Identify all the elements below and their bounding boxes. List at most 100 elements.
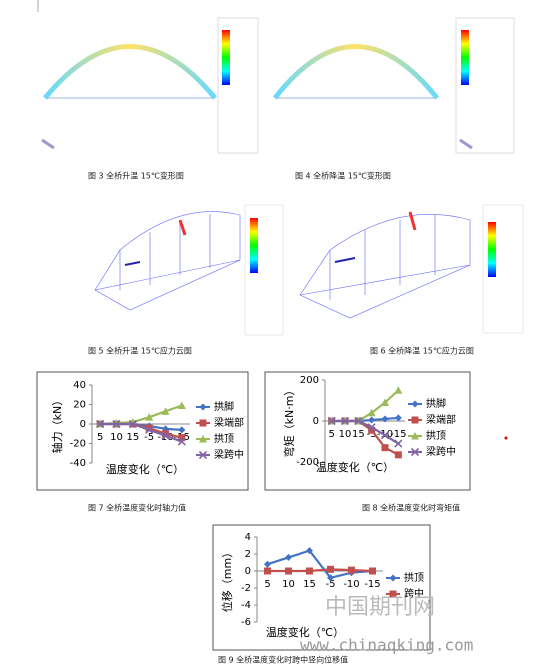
marker	[178, 426, 186, 434]
x-axis-title: 温度变化（℃）	[266, 625, 344, 639]
marker	[367, 408, 376, 417]
x-tick-label: 5	[97, 432, 103, 443]
marker	[285, 567, 292, 575]
legend-label: 梁端部	[426, 413, 456, 426]
x-tick-label: -10	[157, 432, 173, 443]
y-tick-label: 0	[80, 419, 86, 430]
legend-marker	[199, 419, 207, 427]
x-tick-label: -5	[367, 429, 377, 440]
marker	[327, 574, 334, 582]
y-tick-label: 0	[245, 566, 251, 577]
marker	[96, 419, 105, 429]
marker	[394, 439, 403, 448]
legend-label: 拱顶	[214, 432, 234, 445]
marker	[394, 386, 403, 394]
x-tick-label: -5	[144, 432, 154, 443]
legend-label: 梁端部	[214, 416, 244, 429]
legend-marker	[411, 432, 419, 440]
marker	[369, 567, 376, 575]
x-tick-label: 10	[339, 429, 352, 440]
marker	[285, 553, 292, 561]
caption: 图 3 全桥升温 15℃变形图	[88, 171, 184, 181]
fem-figure-3	[41, 17, 259, 154]
legend-marker	[410, 447, 420, 457]
y-tick-label: 0	[313, 416, 319, 427]
legend-label: 拱脚	[214, 400, 234, 413]
marker	[368, 416, 376, 424]
legend-label: 梁跨中	[214, 448, 244, 461]
fem-figure-4	[273, 17, 515, 154]
marker	[161, 407, 170, 415]
y-axis-title: 轴力（kN）	[50, 395, 64, 454]
x-tick-label: 5	[328, 429, 334, 440]
legend-label: 拱顶	[426, 429, 446, 442]
x-tick-label: 5	[264, 579, 270, 590]
x-tick-label: -10	[343, 579, 359, 590]
y-tick-label: -200	[296, 457, 319, 468]
marker	[306, 547, 313, 555]
fem-figure-6	[299, 204, 524, 334]
chart-frame	[36, 371, 249, 491]
x-tick-label: -5	[326, 579, 336, 590]
caption: 图 8 全桥温度变化时弯矩值	[362, 503, 460, 513]
marker	[178, 434, 186, 442]
x-tick-label: 10	[110, 432, 123, 443]
caption: 图 7 全桥温度变化时轴力值	[88, 503, 186, 513]
marker	[306, 567, 313, 575]
legend-marker	[411, 400, 419, 408]
marker	[348, 566, 355, 574]
dot	[504, 436, 508, 440]
fem-figure-5	[94, 204, 284, 336]
legend-marker	[198, 450, 208, 460]
marker	[368, 426, 376, 434]
series-line	[100, 422, 183, 443]
caption: 图 9 全桥温度变化时跨中竖向位移值	[218, 655, 348, 665]
legend-label: 拱顶	[404, 571, 424, 584]
y-tick-label: -2	[241, 583, 251, 594]
legend-marker	[411, 416, 419, 424]
y-tick-label: 20	[73, 400, 86, 411]
marker	[381, 415, 389, 423]
y-axis-title: 弯矩（kN·m）	[282, 385, 296, 458]
marker	[128, 419, 137, 429]
marker	[145, 425, 154, 434]
marker	[264, 567, 271, 575]
x-axis-title: 温度变化（℃）	[316, 460, 394, 474]
y-tick-label: -20	[70, 439, 86, 450]
y-tick-label: 4	[245, 532, 251, 543]
marker	[381, 398, 389, 407]
chart-frame	[212, 524, 431, 651]
marker	[162, 430, 169, 438]
marker	[177, 401, 186, 409]
x-tick-label: 15	[126, 432, 139, 443]
x-tick-label: 15	[352, 429, 365, 440]
marker	[394, 451, 402, 459]
caption: 图 5 全桥升温 15℃应力云图	[88, 346, 192, 356]
marker	[145, 424, 153, 432]
caption: 图 4 全桥降温 15℃变形图	[295, 171, 391, 181]
marker	[354, 416, 363, 426]
legend-marker	[199, 435, 207, 443]
y-tick-label: -4	[241, 600, 251, 611]
x-tick-label: -15	[364, 579, 380, 590]
marker	[381, 444, 389, 452]
x-tick-label: -15	[390, 429, 406, 440]
marker	[264, 560, 271, 568]
watermark-url: www.chinaqking.com	[300, 636, 473, 655]
caption: 图 6 全桥降温 15℃应力云图	[370, 346, 474, 356]
y-tick-label: -6	[241, 617, 251, 628]
x-tick-label: 10	[282, 579, 295, 590]
marker	[145, 413, 154, 421]
chart-frame	[264, 371, 471, 491]
marker	[367, 423, 376, 432]
marker	[161, 431, 170, 440]
y-tick-label: -40	[70, 458, 86, 469]
y-axis-title: 位移（mm）	[220, 547, 234, 612]
x-axis-title: 温度变化（℃）	[106, 462, 184, 476]
legend-label: 拱脚	[426, 397, 446, 410]
marker	[177, 437, 186, 446]
legend-marker	[199, 403, 207, 411]
legend-label: 跨中	[404, 587, 424, 600]
marker	[327, 565, 334, 573]
